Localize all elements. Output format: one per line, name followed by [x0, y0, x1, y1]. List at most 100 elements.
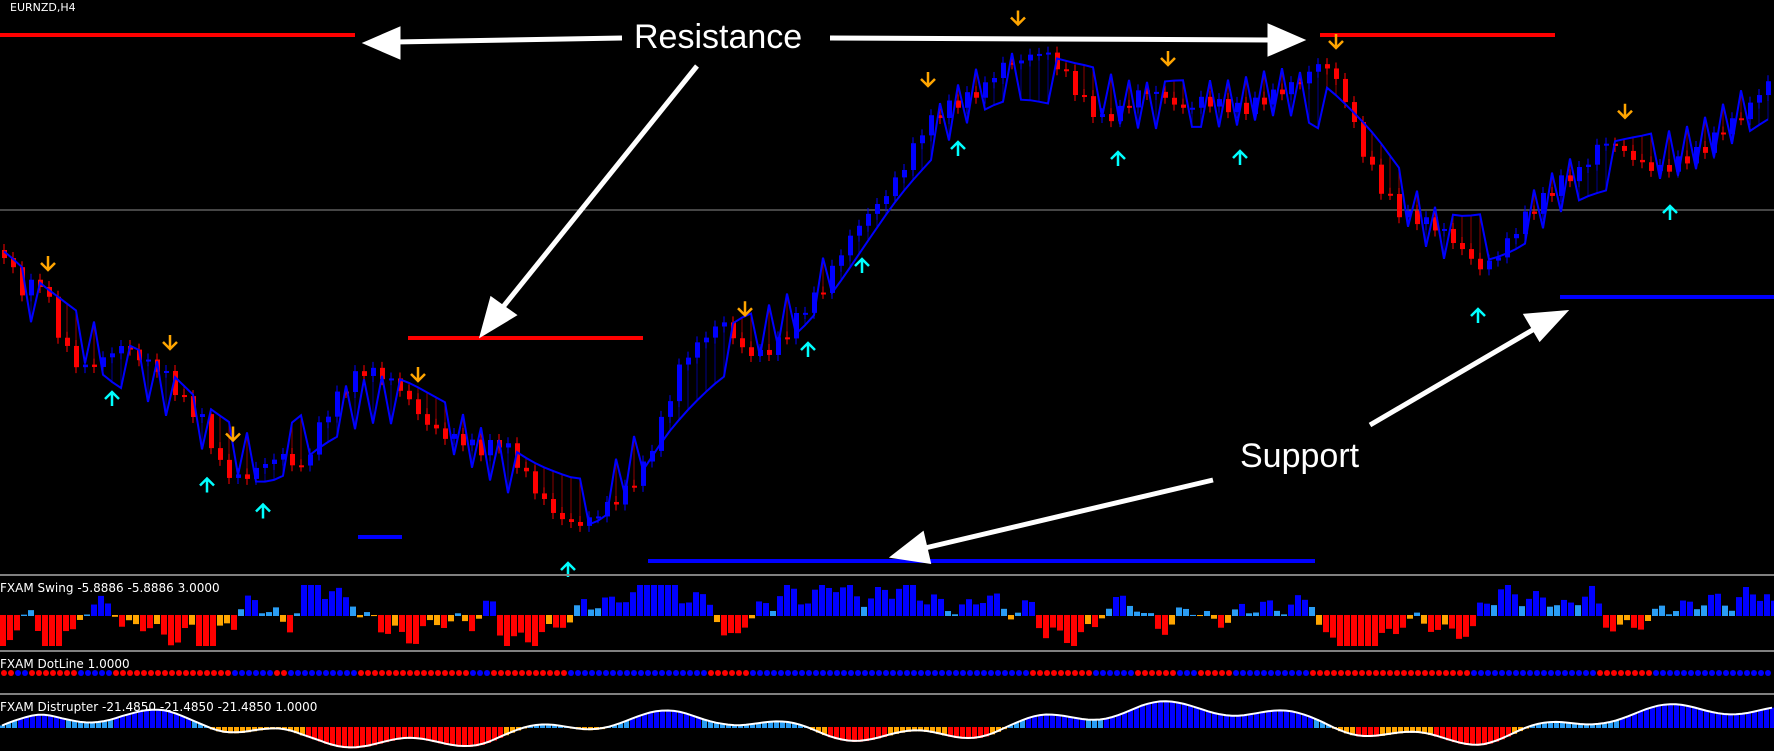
distrupter-bar	[198, 723, 203, 728]
dot	[246, 670, 252, 676]
dot	[1646, 670, 1652, 676]
distrupter-bar	[1320, 721, 1325, 728]
candle-body	[1622, 145, 1627, 151]
distrupter-bar	[720, 723, 725, 728]
candle-body	[1748, 102, 1753, 120]
distrupter-label: FXAM Distrupter -21.4850 -21.4850 -21.48…	[0, 700, 317, 714]
candle-body	[182, 395, 187, 398]
arrowhead-right	[1267, 23, 1307, 57]
up-arrow-icon	[1470, 307, 1486, 323]
distrupter-bar	[1164, 701, 1169, 728]
dot	[358, 670, 364, 676]
distrupter-bar	[1500, 727, 1505, 740]
candle-body	[1145, 90, 1150, 94]
swing-bar	[1071, 615, 1077, 646]
swing-bar	[84, 614, 90, 616]
swing-bar	[1267, 600, 1273, 616]
candle-body	[1028, 54, 1033, 61]
swing-bar	[399, 615, 405, 632]
dot	[78, 670, 84, 676]
down-arrow-icon	[162, 335, 178, 351]
candle-body	[1073, 71, 1078, 96]
swing-bar	[546, 615, 552, 625]
distrupter-bar	[1560, 722, 1565, 728]
swing-bar	[574, 605, 580, 616]
swing-bar	[1582, 596, 1588, 616]
dot	[43, 670, 49, 676]
dot	[736, 670, 742, 676]
dot	[1674, 670, 1680, 676]
dot	[673, 670, 679, 676]
distrupter-bar	[0, 725, 5, 728]
swing-bar	[1197, 615, 1203, 617]
candle-body	[614, 501, 619, 505]
swing-bar	[588, 609, 594, 616]
dot	[1611, 670, 1617, 676]
swing-bar	[448, 615, 454, 622]
candle-body	[1757, 95, 1762, 103]
distrupter-bar	[1278, 710, 1283, 728]
dot	[764, 670, 770, 676]
down-arrow-icon	[1010, 10, 1026, 27]
swing-bar	[1421, 615, 1427, 624]
distrupter-bar	[1344, 727, 1349, 734]
candle-body	[821, 292, 826, 295]
up-arrow-icon	[104, 390, 120, 406]
swing-bar	[280, 615, 286, 622]
distrupter-bar	[624, 720, 629, 728]
swing-bar	[931, 594, 937, 616]
swing-bar	[343, 597, 349, 616]
distrupter-bar	[450, 727, 455, 746]
swing-bar	[1232, 609, 1238, 616]
candle-body	[1658, 164, 1663, 171]
dot	[1282, 670, 1288, 676]
swing-bar	[1393, 615, 1399, 635]
dot	[1345, 670, 1351, 676]
dot	[1128, 670, 1134, 676]
dot	[848, 670, 854, 676]
swing-bar	[1001, 608, 1007, 616]
candle-body	[173, 370, 178, 396]
arrow-resistance-down	[501, 64, 699, 309]
dot	[50, 670, 56, 676]
dot	[1751, 670, 1757, 676]
swing-bar	[322, 598, 328, 616]
distrupter-bar	[972, 727, 977, 739]
dot	[302, 670, 308, 676]
candle-body	[1271, 89, 1276, 105]
dot	[960, 670, 966, 676]
dot	[1009, 670, 1015, 676]
down-arrow-icon	[1160, 51, 1176, 67]
candle-body	[1739, 118, 1744, 121]
dot	[190, 670, 196, 676]
candle-body	[407, 390, 412, 400]
distrupter-bar	[1134, 707, 1139, 728]
candle-body	[1136, 90, 1141, 108]
dot	[806, 670, 812, 676]
dot	[1632, 670, 1638, 676]
dot	[477, 670, 483, 676]
candle-body	[1280, 89, 1285, 95]
distrupter-bar	[12, 720, 17, 728]
candle-body	[569, 519, 574, 522]
candle-body	[1442, 228, 1447, 231]
candle-body	[1496, 257, 1501, 261]
candle-body	[434, 424, 439, 429]
swing-bar	[1736, 597, 1742, 616]
dot	[1219, 670, 1225, 676]
swing-bar	[938, 598, 944, 616]
swing-bar	[609, 596, 615, 616]
distrupter-bar	[1608, 722, 1613, 728]
candle-body	[83, 364, 88, 368]
dot	[288, 670, 294, 676]
swing-bar	[644, 585, 650, 616]
candle-body	[416, 399, 421, 415]
candle-body	[254, 467, 259, 479]
distrupter-bar	[1368, 727, 1373, 738]
dot	[316, 670, 322, 676]
dot	[1366, 670, 1372, 676]
distrupter-bar	[60, 718, 65, 728]
candle-body	[1433, 217, 1438, 231]
dot	[1107, 670, 1113, 676]
dot	[1135, 670, 1141, 676]
